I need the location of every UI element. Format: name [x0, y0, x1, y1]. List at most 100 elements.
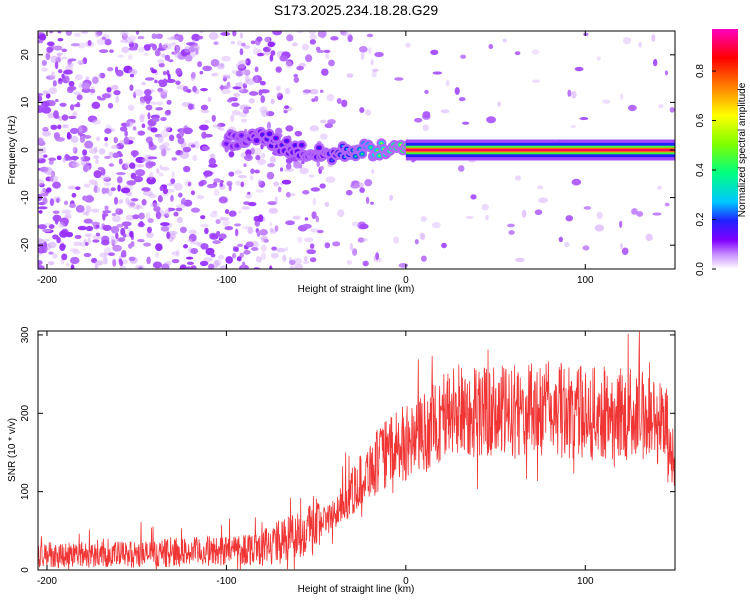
heatmap-cell: [117, 237, 126, 242]
heatmap-cell: [141, 199, 147, 206]
heatmap-cell: [358, 46, 368, 53]
heatmap-cell: [74, 74, 83, 81]
heatmap-cell: [574, 66, 584, 72]
heatmap-cell: [91, 76, 99, 85]
heatmap-cell: [41, 127, 49, 131]
heatmap-cell: [42, 154, 48, 158]
heatmap-cell: [230, 41, 236, 45]
heatmap-cell: [165, 109, 171, 114]
colorbar: 0.0 0.2 0.4 0.6 0.8 Normalized spectral ampl…: [695, 29, 748, 276]
heatmap-cell: [235, 62, 246, 69]
heatmap-cell: [160, 53, 166, 58]
heatmap-cell: [619, 243, 623, 249]
heatmap-cell: [212, 240, 221, 245]
heatmap-cell: [238, 210, 242, 214]
heatmap-cell: [515, 257, 525, 263]
heatmap-cell: [515, 175, 522, 181]
heatmap-cell: [656, 185, 663, 190]
heatmap-cell: [583, 206, 592, 210]
heatmap-cell: [93, 155, 100, 160]
heatmap-cell: [158, 62, 165, 68]
heatmap-cell: [110, 235, 115, 241]
heatmap-cell: [245, 192, 253, 199]
heatmap-cell: [141, 187, 151, 192]
heatmap-cell: [160, 130, 169, 138]
heatmap-cell: [182, 127, 193, 135]
heatmap-cell: [239, 104, 249, 111]
heatmap-cell: [155, 211, 162, 220]
heatmap-cell: [457, 165, 465, 172]
heatmap-cell: [309, 88, 319, 95]
heatmap-cell: [177, 137, 185, 145]
heatmap-cell: [398, 263, 409, 268]
heatmap-cell: [247, 191, 251, 195]
heatmap-cell: [135, 31, 140, 36]
heatmap-cell: [85, 205, 92, 213]
heatmap-cell: [157, 135, 164, 143]
heatmap-cell: [304, 237, 314, 243]
heatmap-cell: [92, 119, 101, 125]
heatmap-cell: [38, 137, 44, 144]
heatmap-cell: [240, 181, 245, 188]
heatmap-cell: [38, 260, 43, 266]
heatmap-cell: [301, 43, 309, 51]
heatmap-cell: [66, 131, 71, 140]
heatmap-cell: [365, 196, 370, 204]
heatmap-cell: [245, 58, 251, 66]
heatmap-cell: [75, 205, 85, 213]
ridge-band: [405, 148, 675, 152]
heatmap-cell: [204, 119, 211, 124]
heatmap-cell: [156, 101, 164, 106]
heatmap-cell: [345, 189, 353, 196]
heatmap-cell: [83, 218, 93, 224]
heatmap-cell: [182, 197, 186, 203]
heatmap-cell: [282, 254, 287, 262]
heatmap-cell: [96, 38, 106, 46]
heatmap-cell: [596, 56, 601, 61]
heatmap-cell: [211, 72, 219, 77]
heatmap-cell: [101, 175, 111, 180]
snr-x-tick-label: -100: [216, 576, 236, 587]
heatmap-cell: [71, 192, 77, 198]
heatmap-cell: [175, 207, 183, 212]
spectrogram-x-tick-label: 0: [403, 275, 409, 286]
heatmap-cell: [324, 242, 331, 249]
heatmap-cell: [70, 135, 79, 144]
heatmap-cell: [257, 214, 264, 223]
heatmap-cell: [275, 85, 281, 91]
spectrogram-ridge: [221, 126, 675, 166]
heatmap-cell: [232, 31, 237, 37]
heatmap-cell: [602, 99, 611, 104]
ridge-cell-core: [285, 140, 288, 143]
ridge-cell-core: [268, 132, 271, 135]
heatmap-cell: [152, 261, 163, 269]
heatmap-cell: [160, 222, 170, 227]
heatmap-cell: [93, 170, 102, 179]
heatmap-cell: [567, 89, 572, 97]
heatmap-cell: [213, 41, 219, 45]
heatmap-cell: [101, 213, 109, 217]
heatmap-cell: [120, 187, 131, 194]
heatmap-cell: [87, 237, 91, 245]
heatmap-cell: [220, 216, 224, 221]
heatmap-cell: [621, 247, 629, 256]
heatmap-cell: [360, 52, 365, 60]
heatmap-cell: [289, 193, 296, 197]
heatmap-cell: [148, 141, 154, 147]
heatmap-cell: [171, 157, 177, 161]
heatmap-cell: [260, 244, 267, 252]
heatmap-cell: [103, 181, 111, 187]
heatmap-cell: [627, 104, 637, 112]
heatmap-cell: [148, 161, 156, 167]
heatmap-cell: [215, 219, 221, 225]
heatmap-cell: [211, 114, 216, 122]
heatmap-cell: [228, 97, 238, 101]
heatmap-cell: [256, 36, 263, 42]
heatmap-cell: [59, 230, 68, 238]
heatmap-cell: [53, 110, 59, 119]
heatmap-cell: [166, 78, 176, 84]
heatmap-cell: [82, 149, 88, 156]
heatmap-cell: [389, 194, 394, 201]
heatmap-cell: [308, 174, 315, 178]
heatmap-cell: [272, 31, 283, 36]
